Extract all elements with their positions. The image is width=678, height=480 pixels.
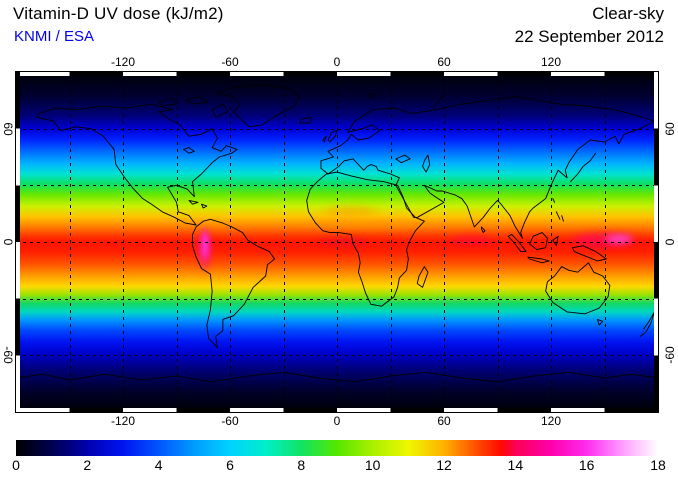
lon-tick-label: -120 (110, 55, 136, 69)
lon-tick-label: 0 (333, 55, 341, 69)
coast-svalbard (369, 93, 376, 99)
colorbar-tick: 4 (154, 457, 163, 473)
coast-tasmania (597, 319, 602, 325)
coast-eurasia (321, 97, 654, 239)
header-right: Clear-sky 22 September 2012 (515, 4, 664, 47)
lon-tick-label: 120 (540, 55, 561, 69)
coast-arctic-islands (159, 97, 229, 118)
coast-black-sea (396, 155, 410, 163)
colorbar-tick: 14 (507, 457, 524, 473)
coast-hispaniola (201, 204, 206, 208)
coast-australia (546, 263, 610, 314)
colorbar-tick: 10 (364, 457, 381, 473)
coast-ireland (323, 136, 327, 142)
colorbar-tick: 2 (83, 457, 92, 473)
coast-madagascar (417, 267, 428, 288)
lat-tick-label: 60 (0, 121, 15, 136)
condition-label: Clear-sky (592, 4, 664, 23)
source-credit: KNMI / ESA (14, 28, 95, 45)
lon-tick-label: 60 (437, 55, 451, 69)
coast-java (528, 257, 549, 263)
gridline-lat--60 (16, 355, 658, 357)
coast-south-america (193, 219, 275, 347)
coast-north-america (37, 104, 237, 225)
coastlines (16, 72, 658, 412)
coast-greenland (218, 85, 300, 127)
lat-tick-label: 0 (662, 238, 677, 246)
colorbar-tick: 6 (226, 457, 234, 473)
lat-tick-label: -60 (662, 346, 677, 364)
longitude-axis-bottom: -120 -60 0 60 120 (16, 414, 658, 428)
zebra-border-left (16, 72, 20, 412)
coast-sri-lanka (481, 227, 485, 233)
colorbar-tick: 12 (436, 457, 452, 473)
lat-tick-label: -60 (0, 346, 15, 364)
lon-tick-label: -120 (110, 414, 136, 428)
lon-tick-label: -60 (221, 414, 239, 428)
coast-taiwan (553, 199, 555, 203)
coast-cuba (189, 200, 198, 204)
coast-japan (571, 153, 596, 181)
coast-novaya-zemlya (433, 97, 442, 108)
coast-africa (307, 172, 425, 306)
uv-anomaly-blob (304, 202, 395, 220)
date-label: 22 September 2012 (514, 27, 664, 46)
colorbar-tick: 0 (12, 457, 20, 473)
coast-great-lakes (184, 148, 195, 154)
lon-tick-label: 60 (437, 414, 451, 428)
colorbar-tick: 18 (650, 457, 666, 473)
colorbar-tick-labels: 0 2 4 6 8 10 12 14 16 18 (12, 457, 666, 473)
zebra-border-bottom (16, 408, 658, 412)
lon-tick-label: 0 (333, 414, 341, 428)
page-title: Vitamin-D UV dose (kJ/m2) (13, 4, 224, 23)
longitude-axis-top: -120 -60 0 60 120 (16, 55, 658, 69)
latitude-axis-left: 60 0 -60 (0, 72, 15, 412)
coast-borneo (530, 233, 548, 250)
coast-iceland (300, 117, 312, 123)
gridline-lat-60 (16, 128, 658, 130)
coast-new-zealand (640, 312, 654, 337)
colorbar-tick: 16 (578, 457, 595, 473)
zebra-border-right (654, 72, 658, 412)
coast-philippines (556, 212, 563, 221)
gridline-lat-30 (16, 185, 658, 187)
lon-tick-label: 120 (540, 414, 561, 428)
colorbar-tick: 8 (297, 457, 306, 473)
zebra-border-top (16, 72, 658, 76)
uv-anomaly-blob (198, 221, 211, 270)
coast-new-guinea (572, 246, 606, 261)
lat-tick-label: 60 (662, 121, 677, 136)
latitude-axis-right: 60 0 -60 (662, 72, 677, 412)
lat-tick-label: 0 (0, 238, 15, 246)
lon-tick-label: -60 (221, 55, 239, 69)
gridline-lat-0 (16, 242, 658, 243)
uv-anomaly-blob (436, 230, 508, 251)
coast-caspian-sea (423, 155, 430, 172)
coast-uk (328, 131, 337, 142)
gridline-lat--30 (16, 298, 658, 300)
world-map (16, 72, 658, 412)
colorbar (16, 440, 658, 456)
